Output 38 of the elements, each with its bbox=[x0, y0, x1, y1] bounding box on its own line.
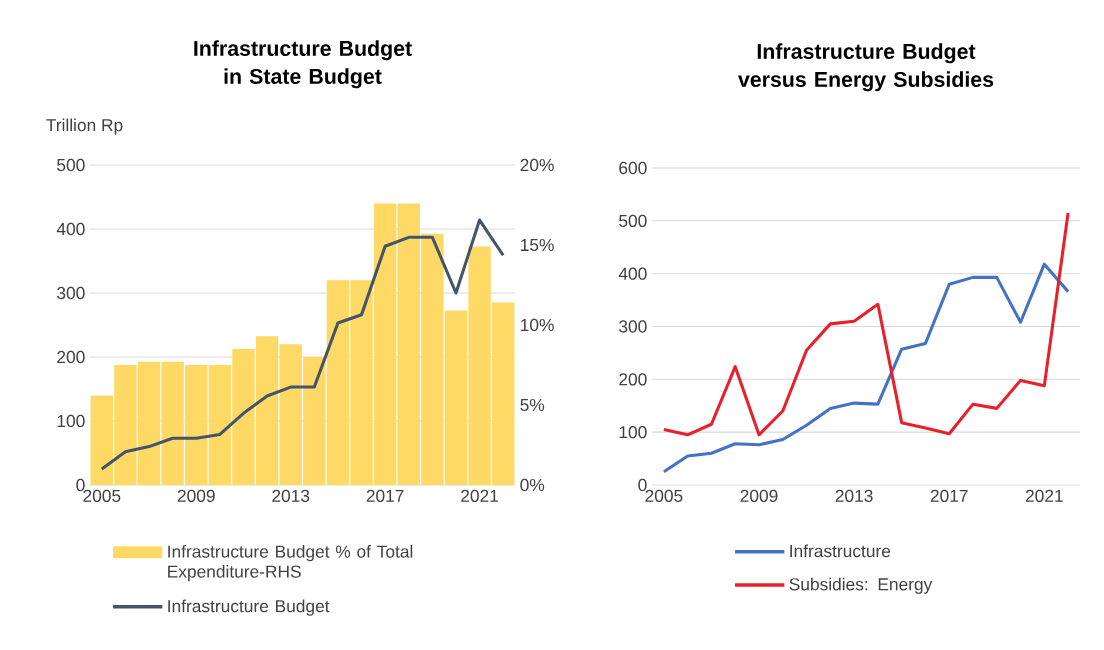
y-tick-label: 200 bbox=[57, 350, 85, 364]
x-tick-label: 2013 bbox=[835, 489, 873, 502]
legend-label: Infrastructure Budget % of Total Expenditure-RHS bbox=[168, 544, 413, 582]
x-tick-label: 2017 bbox=[366, 489, 404, 502]
y-tick-label: 200 bbox=[619, 373, 647, 386]
x-tick-label: 2021 bbox=[461, 489, 499, 502]
y-tick-label: 500 bbox=[619, 214, 647, 227]
y-tick-label: 0 bbox=[76, 478, 85, 492]
y-axis-title: Trillion Rp bbox=[46, 118, 123, 135]
y-tick-label: 300 bbox=[619, 320, 647, 333]
x-tick-label: 2013 bbox=[272, 489, 310, 502]
legend-label: Infrastructure bbox=[790, 544, 891, 558]
y2-tick-label: 0% bbox=[520, 478, 545, 492]
x-tick-label: 2017 bbox=[930, 489, 968, 502]
line-series bbox=[662, 262, 1070, 474]
line-series bbox=[100, 218, 505, 471]
y-tick-label: 500 bbox=[57, 158, 85, 172]
y-tick-label: 100 bbox=[57, 414, 85, 428]
y-tick-label: 300 bbox=[57, 286, 85, 300]
y-tick-label: 0 bbox=[638, 478, 647, 492]
x-tick-label: 2009 bbox=[177, 489, 215, 502]
chart-title: Infrastructure Budget in State Budget bbox=[194, 40, 412, 89]
y2-tick-label: 20% bbox=[520, 158, 554, 172]
legend-label: Subsidies: Energy bbox=[789, 577, 933, 594]
y-tick-label: 400 bbox=[618, 267, 647, 280]
y2-tick-label: 10% bbox=[521, 318, 554, 332]
y2-tick-label: 5% bbox=[520, 398, 545, 412]
legend-label: Infrastructure Budget bbox=[168, 599, 330, 616]
y-tick-label: 400 bbox=[56, 222, 85, 236]
x-tick-label: 2021 bbox=[1025, 489, 1063, 502]
y2-tick-label: 15% bbox=[521, 238, 554, 252]
x-tick-label: 2005 bbox=[645, 489, 683, 502]
x-tick-label: 2009 bbox=[740, 489, 778, 502]
y-tick-label: 600 bbox=[619, 161, 647, 175]
line-series bbox=[662, 211, 1070, 437]
x-tick-label: 2005 bbox=[83, 489, 121, 502]
y-tick-label: 100 bbox=[619, 426, 647, 439]
chart-title: Infrastructure Budget versus Energy Subsidies bbox=[738, 43, 994, 92]
